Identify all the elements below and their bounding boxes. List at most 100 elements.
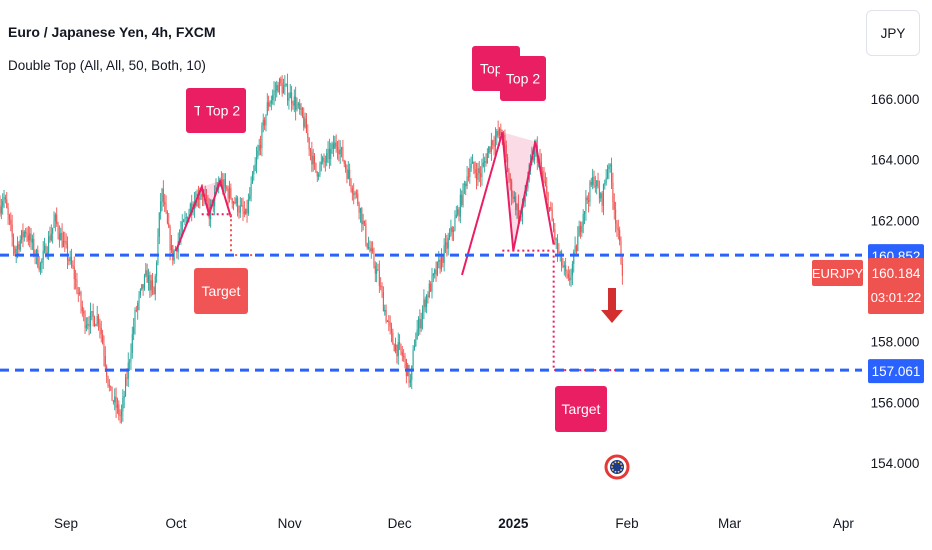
candle-body <box>548 207 550 211</box>
candle-body <box>561 251 563 266</box>
candle-body <box>605 177 607 183</box>
candle <box>44 237 46 254</box>
candle <box>413 339 415 351</box>
candle-body <box>427 295 429 298</box>
candle <box>34 249 36 265</box>
candle-body <box>231 198 233 204</box>
candle <box>123 390 125 409</box>
x-tick-label: Nov <box>278 516 302 531</box>
candle <box>61 223 63 249</box>
candle-body <box>426 295 428 308</box>
candle <box>455 205 457 219</box>
candle-body <box>189 203 191 213</box>
candle-body <box>301 107 303 117</box>
candle <box>466 166 468 190</box>
top-label-text: Top <box>480 61 503 77</box>
candle-body <box>462 184 464 206</box>
candle-body <box>169 227 171 251</box>
top2-label-box <box>500 56 546 101</box>
currency-button[interactable]: JPY <box>866 10 920 56</box>
candle <box>95 323 97 327</box>
candle <box>273 81 275 106</box>
candle <box>268 95 270 111</box>
candle-body <box>477 168 479 180</box>
candle-body <box>129 361 131 363</box>
candle <box>601 191 603 213</box>
candle <box>496 129 498 146</box>
candle <box>393 343 395 352</box>
candle-body <box>30 233 32 243</box>
candle <box>575 244 577 255</box>
candle-body <box>586 197 588 201</box>
candle <box>6 191 8 209</box>
candle-body <box>358 203 360 213</box>
candle-body <box>130 353 132 362</box>
candle <box>365 219 367 247</box>
candle <box>392 328 394 345</box>
candle <box>374 261 376 283</box>
candle <box>486 148 488 164</box>
candle-body <box>253 170 255 175</box>
candle <box>262 113 264 133</box>
x-tick-label: Feb <box>615 516 638 531</box>
candle-body <box>566 271 568 274</box>
candle-body <box>180 231 182 237</box>
candle <box>91 310 93 321</box>
candle <box>137 300 139 320</box>
candle <box>434 268 436 279</box>
candle-body <box>57 224 59 234</box>
candle-body <box>260 144 262 149</box>
countdown-text: 03:01:22 <box>871 290 922 305</box>
candle-body <box>241 205 243 207</box>
candle <box>409 373 411 388</box>
candle <box>550 201 552 212</box>
candle-body <box>250 183 252 196</box>
candle-body <box>66 244 69 260</box>
candle-body <box>559 251 561 254</box>
candle-body <box>314 155 316 163</box>
level-tag-box <box>868 359 924 384</box>
candle-body <box>264 119 266 126</box>
candle-body <box>590 181 592 185</box>
candle-body <box>265 114 267 126</box>
candle-body <box>524 195 526 203</box>
candle-body <box>617 228 619 231</box>
candle-body <box>80 292 82 307</box>
candle-body <box>534 146 536 161</box>
candle-body <box>498 128 501 136</box>
candle-body <box>482 162 484 167</box>
candle-body <box>619 230 621 241</box>
y-tick-label: 166.000 <box>871 92 920 107</box>
candle-body <box>457 209 459 215</box>
candle <box>490 132 492 161</box>
candle-body <box>359 208 361 213</box>
candle-body <box>577 235 579 252</box>
candle-body <box>613 201 615 210</box>
candle <box>597 172 599 189</box>
level-price-tag: 157.061 <box>868 359 924 384</box>
candle-body <box>354 192 356 195</box>
candle <box>157 228 159 266</box>
candle <box>4 194 6 204</box>
candle <box>485 153 487 167</box>
candle <box>3 189 5 209</box>
candle <box>254 157 256 172</box>
candle-body <box>258 144 260 151</box>
top2-label-text: Top 2 <box>506 71 540 87</box>
candle <box>388 314 390 332</box>
candle <box>606 164 609 180</box>
candle-body <box>597 180 599 189</box>
candle <box>149 271 151 298</box>
indicator-legend[interactable]: Double Top (All, All, 50, Both, 10) <box>8 58 206 73</box>
candle <box>311 141 313 173</box>
candle-body <box>455 214 457 219</box>
candle <box>76 272 78 295</box>
last-price-box <box>868 258 924 314</box>
candle-body <box>611 164 613 183</box>
candle-body <box>598 188 600 199</box>
candle <box>555 237 557 250</box>
candle <box>185 212 187 224</box>
candle <box>134 307 136 335</box>
candle-body <box>497 131 499 136</box>
